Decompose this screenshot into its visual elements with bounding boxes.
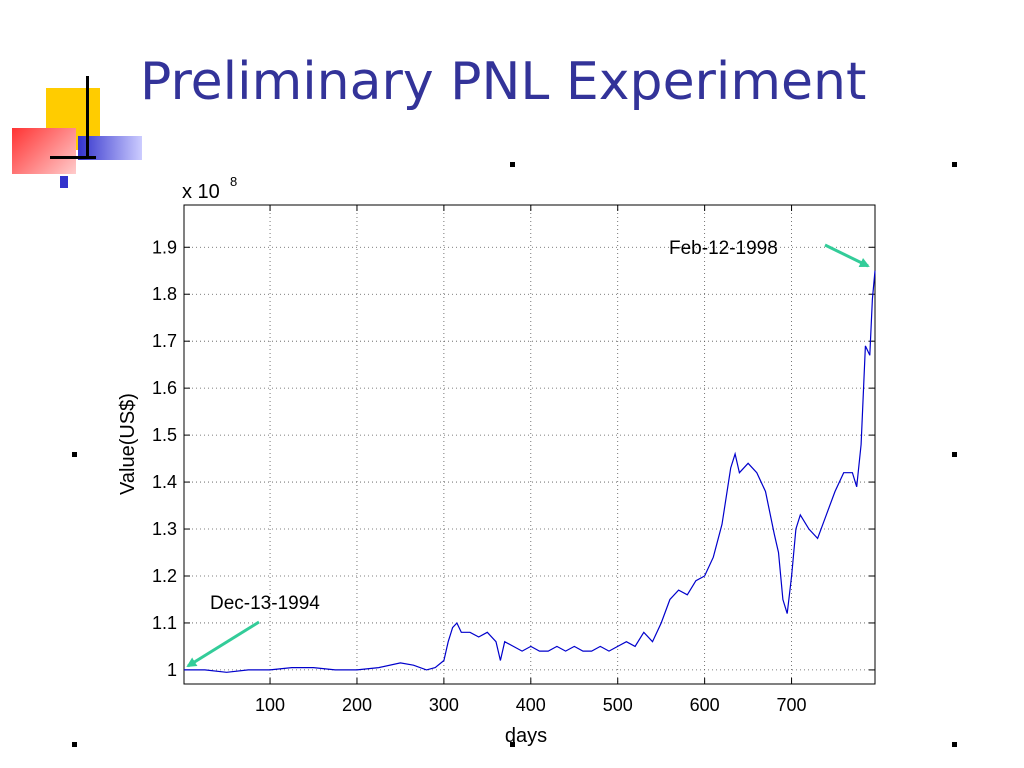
plot-area-frame (183, 204, 876, 685)
logo-red-square (12, 128, 76, 174)
series-line (184, 270, 876, 673)
annotation-start-date: Dec-13-1994 (210, 593, 320, 614)
x-axis-label: days (505, 725, 547, 747)
y-tick-label: 1.2 (152, 566, 177, 586)
annotation-end-date: Feb-12-1998 (669, 238, 778, 259)
slide-logo (0, 0, 150, 200)
x-tick-label: 600 (690, 695, 720, 715)
y-tick-label: 1.3 (152, 519, 177, 539)
annotation-end-arrow (824, 243, 870, 268)
y-tick-label: 1.9 (152, 237, 177, 257)
bullet-dot (510, 742, 515, 747)
y-multiplier-label: x 10 (182, 181, 220, 203)
slide-title: Preliminary PNL Experiment (140, 52, 867, 112)
bullet-dot (72, 452, 77, 457)
x-tick-label: 400 (516, 695, 546, 715)
y-tick-label: 1.8 (152, 284, 177, 304)
bullet-dot (952, 452, 957, 457)
y-tick-label: 1.1 (152, 613, 177, 633)
y-tick-label: 1.6 (152, 378, 177, 398)
bullet-dot (952, 162, 957, 167)
y-tick-label: 1 (167, 660, 177, 680)
y-tick-label: 1.4 (152, 472, 177, 492)
y-multiplier-exponent: 8 (230, 174, 237, 189)
x-tick-label: 100 (255, 695, 285, 715)
annotation-start-arrow (186, 620, 260, 668)
x-tick-label: 200 (342, 695, 372, 715)
bullet-dot (952, 742, 957, 747)
y-tick-label: 1.5 (152, 425, 177, 445)
x-tick-label: 300 (429, 695, 459, 715)
logo-small-blue-block (60, 176, 68, 188)
y-axis-label: Value(US$) (117, 393, 139, 495)
bullet-dot (510, 162, 515, 167)
x-tick-label: 700 (777, 695, 807, 715)
logo-vertical-line (86, 76, 89, 158)
bullet-dot (72, 742, 77, 747)
y-tick-label: 1.7 (152, 331, 177, 351)
x-tick-label: 500 (603, 695, 633, 715)
logo-horizontal-line (50, 156, 96, 159)
